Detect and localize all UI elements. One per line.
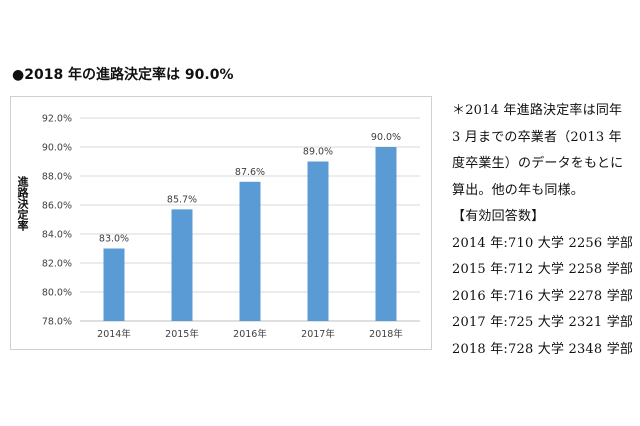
- y-tick-label: 88.0%: [42, 172, 72, 183]
- y-tick-label: 82.0%: [42, 259, 72, 270]
- bar: [239, 181, 261, 321]
- x-tick-label: 2017年: [301, 328, 335, 340]
- y-tick-label: 80.0%: [42, 288, 72, 299]
- y-tick-label: 86.0%: [42, 201, 72, 212]
- note-line: 2016 年:716 大学 2278 学部: [452, 288, 634, 304]
- note-line: 算出。他の年も同様。: [452, 182, 585, 198]
- note-line: 2018 年:728 大学 2348 学部: [452, 341, 634, 357]
- chart-frame: [10, 96, 432, 350]
- y-tick-label: 90.0%: [42, 143, 72, 154]
- note-line: ＊2014 年進路決定率は同年: [452, 103, 623, 118]
- note-line: 度卒業生）のデータをもとに: [452, 156, 624, 171]
- data-label: 87.6%: [235, 167, 265, 178]
- bar: [375, 147, 397, 321]
- y-tick-label: 78.0%: [42, 317, 72, 328]
- note-line: 2015 年:712 大学 2258 学部: [452, 262, 634, 277]
- data-label: 83.0%: [99, 234, 129, 245]
- data-label: 89.0%: [303, 147, 333, 158]
- y-tick-label: 84.0%: [42, 230, 72, 241]
- data-label: 85.7%: [167, 194, 197, 205]
- x-tick-label: 2016年: [233, 328, 267, 340]
- chart-heading: ●2018 年の進路決定率は 90.0%: [12, 67, 234, 83]
- y-tick-label: 92.0%: [42, 114, 72, 125]
- x-tick-label: 2014年: [97, 328, 131, 340]
- note-line: 3 月までの卒業者（2013 年: [452, 129, 622, 145]
- bar: [103, 248, 125, 321]
- note-line: 2014 年:710 大学 2256 学部: [452, 235, 634, 251]
- data-label: 90.0%: [371, 132, 401, 143]
- note-line: 【有効回答数】: [452, 209, 545, 224]
- bar: [171, 209, 193, 321]
- y-axis-title: 進路決定率: [16, 176, 29, 231]
- note-line: 2017 年:725 大学 2321 学部: [452, 315, 634, 330]
- x-tick-label: 2018年: [369, 328, 403, 340]
- x-tick-label: 2015年: [165, 328, 199, 340]
- bar: [307, 161, 329, 321]
- footnote: ＊2014 年進路決定率は同年 3 月までの卒業者（2013 年 度卒業生）のデ…: [452, 98, 634, 363]
